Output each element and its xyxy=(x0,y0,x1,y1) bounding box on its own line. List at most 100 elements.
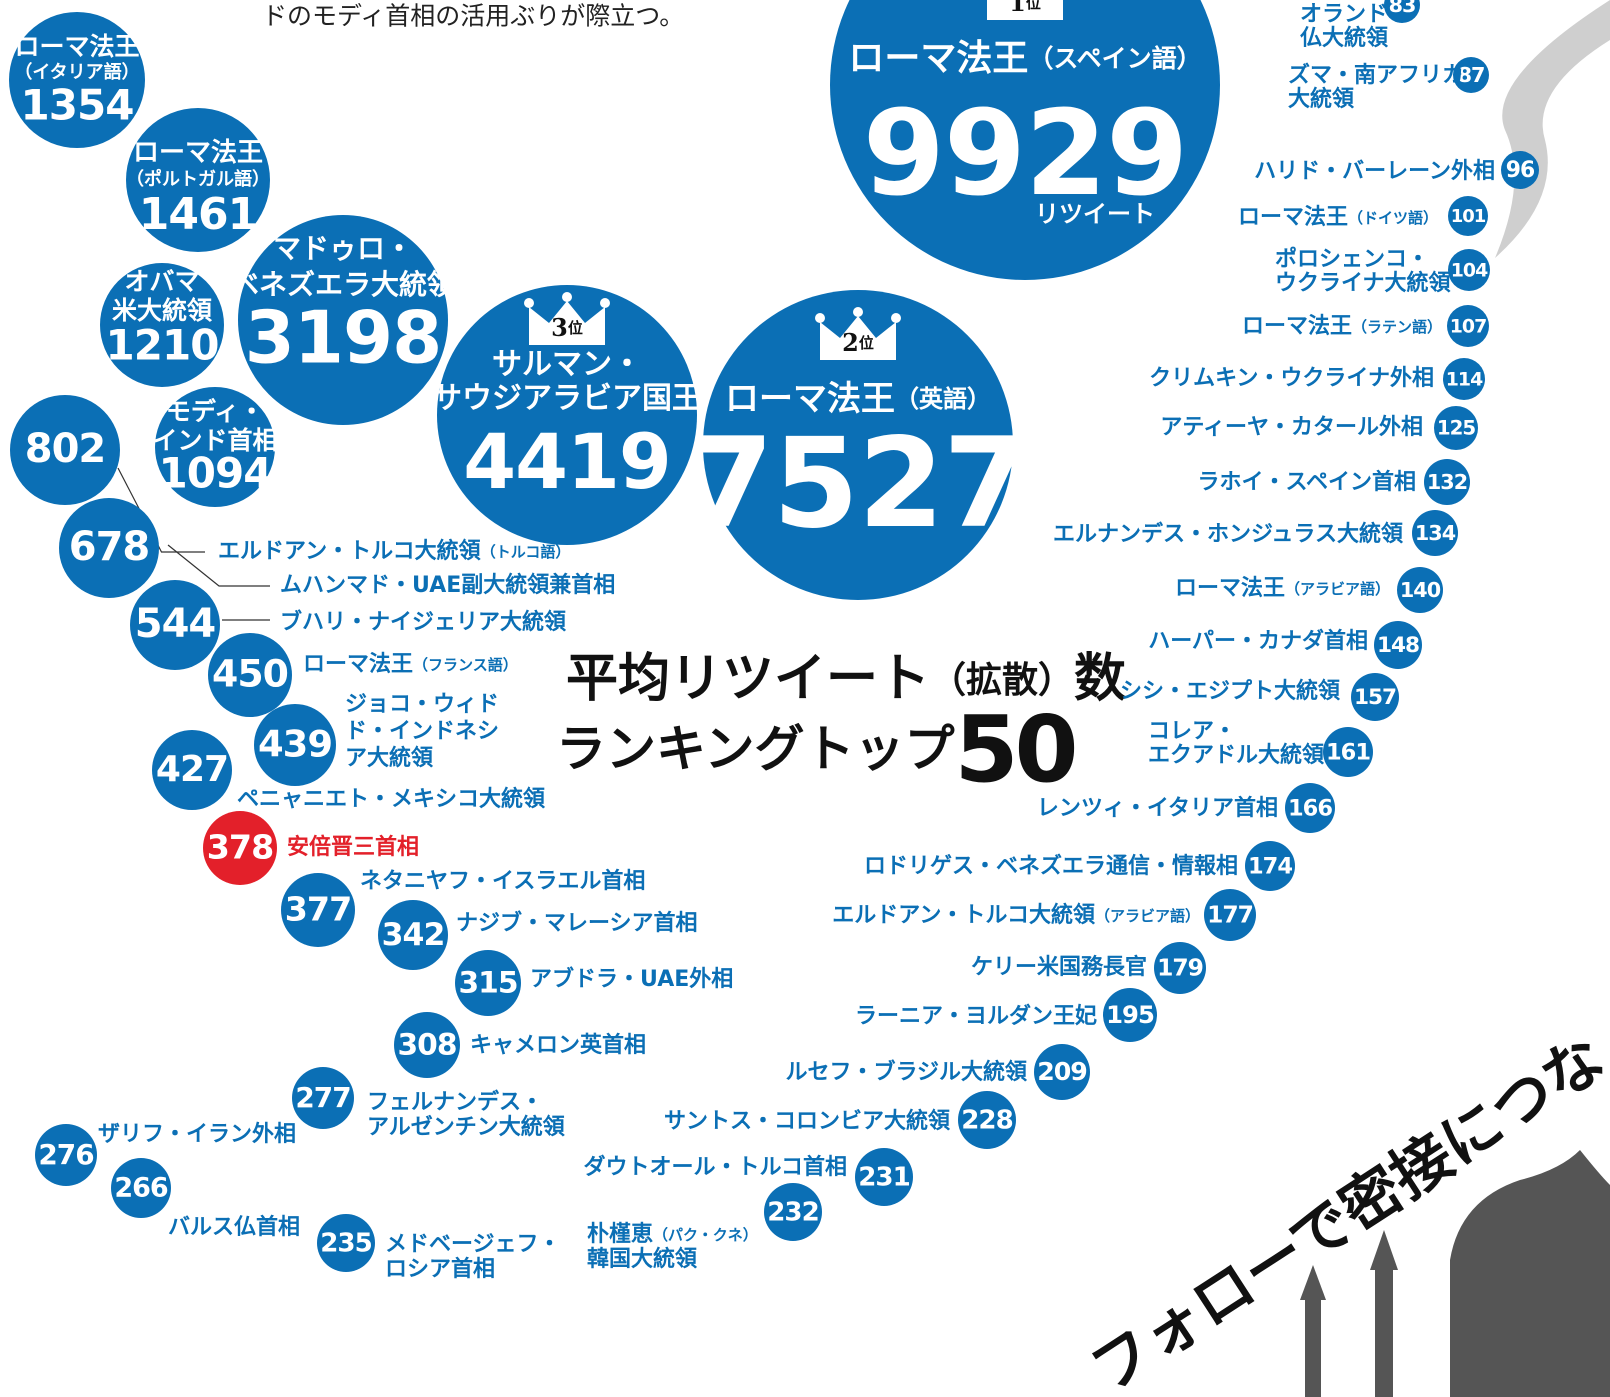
text-line: ジョコ・ウィド xyxy=(345,692,499,717)
text-line: ウクライナ大統領 xyxy=(1275,270,1452,296)
text-line: サルマン・ xyxy=(492,347,642,382)
name-label: シシ・エジプト大統領 xyxy=(1120,678,1341,704)
text-segment: ザリフ・イラン外相 xyxy=(98,1121,296,1147)
text-segment: （アラビア語） xyxy=(1285,580,1390,598)
bubbles: 9929ローマ法王（スペイン語）1位リツイート7527ローマ法王（英語）2位44… xyxy=(9,0,1539,1282)
text-line: ハリド・バーレーン外相 xyxy=(1254,158,1495,184)
name-label: エルドアン・トルコ大統領（トルコ語） xyxy=(218,538,570,564)
bubble-name: ローマ法王（スペイン語） xyxy=(848,38,1201,79)
text-segment: （イタリア語） xyxy=(14,61,139,83)
text-segment: 大統領 xyxy=(1288,86,1355,112)
name-label: クリムキン・ウクライナ外相 xyxy=(1149,365,1434,391)
name-label: ラホイ・スペイン首相 xyxy=(1198,469,1416,495)
text-segment: （ドイツ語） xyxy=(1348,209,1438,227)
text-segment: 数 xyxy=(1074,649,1126,709)
text-segment: ローマ法王 xyxy=(848,38,1028,79)
name-label: ローマ法王（ラテン語） xyxy=(1242,314,1442,339)
name-label: フェルナンデス・アルゼンチン大統領 xyxy=(367,1089,566,1140)
text-line: 韓国大統領 xyxy=(587,1246,698,1272)
name-label: ハリド・バーレーン外相 xyxy=(1254,158,1495,184)
bubble-value: 125 xyxy=(1437,417,1476,440)
text-segment: ローマ法王 xyxy=(133,138,263,168)
bubble-value: 132 xyxy=(1427,470,1467,494)
text-line: ダウトオール・トルコ首相 xyxy=(583,1154,847,1180)
bubble-value: 544 xyxy=(135,601,216,647)
bubble-name: ローマ法王（イタリア語） xyxy=(14,32,139,83)
text-segment: ムハンマド・UAE副大統領兼首相 xyxy=(280,572,615,598)
text-segment: エルナンデス・ホンジュラス大統領 xyxy=(1053,521,1404,547)
text-segment: ロドリゲス・ベネズエラ通信・情報相 xyxy=(864,853,1238,879)
name-label: ロドリゲス・ベネズエラ通信・情報相 xyxy=(864,853,1238,879)
name-label: ポロシェンコ・ウクライナ大統領 xyxy=(1275,246,1452,296)
text-line: エルドアン・トルコ大統領（アラビア語） xyxy=(832,902,1200,928)
bubble-value: 107 xyxy=(1450,316,1486,338)
name-label: ダウトオール・トルコ首相 xyxy=(583,1154,847,1180)
text-line: キャメロン英首相 xyxy=(470,1032,646,1058)
bubble-value: 277 xyxy=(295,1081,350,1114)
name-label: バルス仏首相 xyxy=(168,1214,300,1240)
bubble-value: 231 xyxy=(858,1163,909,1193)
rank-part: 位 xyxy=(859,334,874,352)
bubble-value: 439 xyxy=(258,723,332,766)
text-segment: キャメロン英首相 xyxy=(470,1032,646,1058)
text-line: レンツィ・イタリア首相 xyxy=(1037,795,1278,821)
text-line: 仏大統領 xyxy=(1300,25,1389,51)
text-segment: オバマ xyxy=(124,267,199,296)
text-line: ブハリ・ナイジェリア大統領 xyxy=(280,609,567,635)
text-segment: ローマ法王 xyxy=(14,32,139,61)
text-line: エクアドル大統領 xyxy=(1148,742,1325,768)
text-segment: 韓国大統領 xyxy=(587,1246,698,1272)
text-line: ポロシェンコ・ xyxy=(1275,246,1429,272)
text-segment: （フランス語） xyxy=(413,656,518,674)
text-segment: ローマ法王 xyxy=(725,379,895,419)
text-segment: ブハリ・ナイジェリア大統領 xyxy=(280,609,567,635)
bubble-value: 377 xyxy=(285,890,352,929)
bubble-value: 96 xyxy=(1506,158,1535,183)
text-line: ローマ法王（スペイン語） xyxy=(848,38,1201,79)
text-segment: エルドアン・トルコ大統領 xyxy=(832,902,1096,928)
name-label: 朴槿恵（パク・クネ）韓国大統領 xyxy=(587,1221,758,1272)
name-label: キャメロン英首相 xyxy=(470,1032,646,1058)
text-line: ベネズエラ大統領 xyxy=(231,268,455,301)
bubble-name: モディ・インド首相 xyxy=(152,397,277,455)
text-line: モディ・ xyxy=(166,397,264,426)
bubble-value: 140 xyxy=(1400,578,1441,602)
text-line: ロシア首相 xyxy=(385,1256,495,1282)
text-line: ラホイ・スペイン首相 xyxy=(1198,469,1416,495)
name-label: エルナンデス・ホンジュラス大統領 xyxy=(1053,521,1404,547)
name-label: ズマ・南アフリカ大統領 xyxy=(1288,62,1464,112)
text-segment: 米大統領 xyxy=(112,296,213,325)
bubble-value: 3198 xyxy=(245,296,441,380)
bubble-value: 232 xyxy=(767,1198,818,1228)
bubble-value: 157 xyxy=(1354,685,1396,710)
text-line: クリムキン・ウクライナ外相 xyxy=(1149,365,1434,391)
rank-part: 2 xyxy=(842,328,859,357)
text-segment: ローマ法王 xyxy=(1175,576,1285,601)
name-label: アティーヤ・カタール外相 xyxy=(1160,414,1423,440)
text-line: コレア・ xyxy=(1148,719,1236,744)
text-segment: （ラテン語） xyxy=(1352,318,1442,336)
text-segment: （パク・クネ） xyxy=(653,1226,758,1244)
bubble-value: 1461 xyxy=(139,189,257,240)
bubble-value: 427 xyxy=(156,749,228,790)
text-line: フェルナンデス・ xyxy=(367,1089,543,1115)
text-line: サウジアラビア国王 xyxy=(432,381,702,416)
text-segment: マドゥロ・ xyxy=(273,232,413,265)
name-label: 安倍晋三首相 xyxy=(287,834,419,860)
text-segment: ジョコ・ウィド xyxy=(345,692,499,717)
text-segment: 平均リツイート xyxy=(566,649,930,709)
bubble-value: 177 xyxy=(1207,901,1253,929)
name-label: エルドアン・トルコ大統領（アラビア語） xyxy=(832,902,1200,928)
text-line: 朴槿恵（パク・クネ） xyxy=(587,1221,758,1247)
bubble-value: 235 xyxy=(320,1229,371,1259)
bubble-value: 179 xyxy=(1157,954,1203,982)
title-text: ランキングトップ xyxy=(556,720,955,778)
title-number: 50 xyxy=(955,696,1075,803)
text-line: ムハンマド・UAE副大統領兼首相 xyxy=(280,572,615,598)
name-label: ブハリ・ナイジェリア大統領 xyxy=(280,609,567,635)
text-line: ロドリゲス・ベネズエラ通信・情報相 xyxy=(864,853,1238,879)
text-segment: クリムキン・ウクライナ外相 xyxy=(1149,365,1434,391)
crown-jewel xyxy=(853,307,863,317)
text-line: ネタニヤフ・イスラエル首相 xyxy=(360,868,645,894)
text-segment: （拡散） xyxy=(930,660,1074,701)
